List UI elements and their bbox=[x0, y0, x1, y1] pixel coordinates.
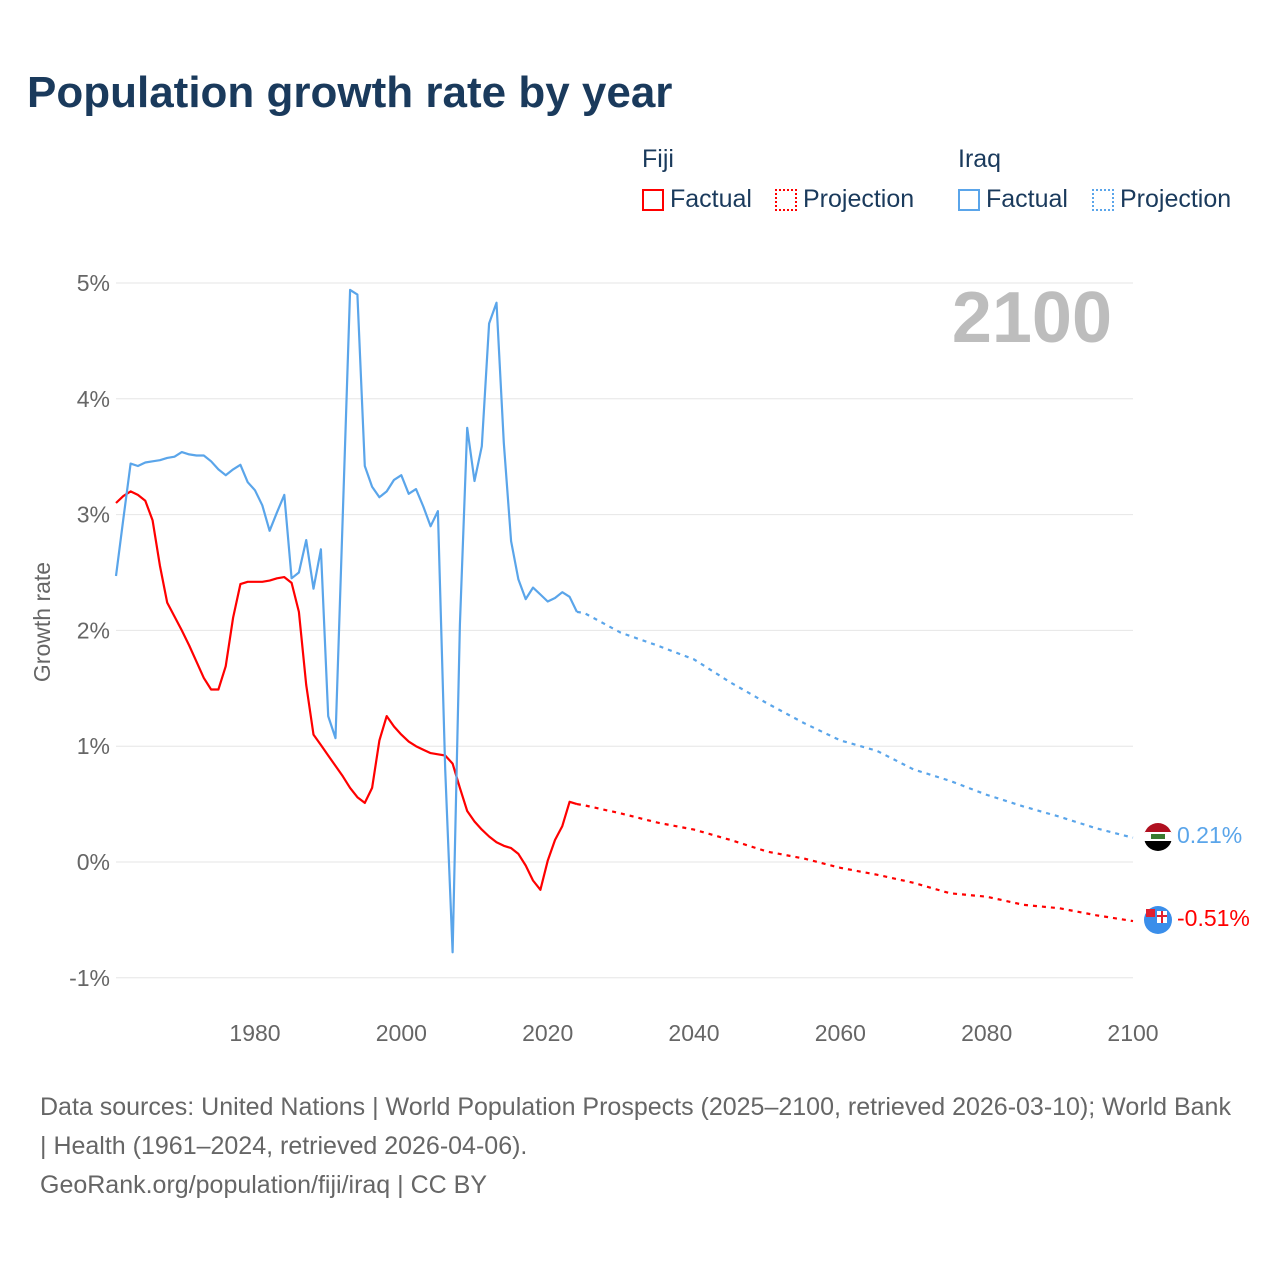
legend-fiji-factual[interactable]: Factual bbox=[642, 185, 752, 214]
y-tick-label: -1% bbox=[69, 965, 110, 991]
year-display: 2100 bbox=[952, 278, 1112, 358]
legend-iraq-factual[interactable]: Factual bbox=[958, 185, 1068, 214]
footer: Data sources: United Nations | World Pop… bbox=[40, 1088, 1240, 1205]
y-axis-label: Growth rate bbox=[29, 562, 55, 682]
x-tick-label: 2040 bbox=[668, 1020, 719, 1046]
iraq-flag-icon bbox=[1144, 823, 1172, 851]
data-sources: Data sources: United Nations | World Pop… bbox=[40, 1093, 1231, 1160]
x-tick-label: 2100 bbox=[1107, 1020, 1158, 1046]
solid-swatch-icon bbox=[958, 188, 980, 211]
y-tick-label: 3% bbox=[77, 502, 110, 528]
legend-iraq-projection[interactable]: Projection bbox=[1092, 185, 1231, 214]
fiji-factual-line bbox=[115, 490, 578, 891]
legend-title-iraq: Iraq bbox=[958, 145, 1002, 173]
legend-label: Projection bbox=[803, 185, 915, 213]
legend-label: Factual bbox=[986, 185, 1068, 213]
y-tick-label: 0% bbox=[77, 849, 110, 875]
legend-title-fiji: Fiji bbox=[642, 145, 674, 173]
fiji-end-label: -0.51% bbox=[1177, 905, 1250, 931]
y-tick-label: 5% bbox=[77, 270, 110, 296]
x-tick-label: 2080 bbox=[961, 1020, 1012, 1046]
iraq-factual-line bbox=[114, 288, 578, 954]
y-tick-label: 2% bbox=[77, 617, 110, 643]
iraq-projection-line bbox=[576, 610, 1134, 839]
x-tick-label: 2060 bbox=[815, 1020, 866, 1046]
dotted-swatch-icon bbox=[1092, 188, 1114, 211]
x-tick-label: 2020 bbox=[522, 1020, 573, 1046]
page-title: Population growth rate by year bbox=[27, 68, 673, 117]
fiji-flag-icon bbox=[1144, 906, 1172, 934]
y-tick-label: 1% bbox=[77, 733, 110, 759]
x-tick-label: 2000 bbox=[376, 1020, 427, 1046]
legend-label: Factual bbox=[670, 185, 752, 213]
y-tick-label: 4% bbox=[77, 386, 110, 412]
fiji-projection-line bbox=[576, 803, 1134, 923]
dotted-swatch-icon bbox=[775, 188, 797, 211]
x-tick-label: 1980 bbox=[229, 1020, 280, 1046]
legend-fiji-projection[interactable]: Projection bbox=[775, 185, 914, 214]
attribution-link[interactable]: GeoRank.org/population/fiji/iraq | CC BY bbox=[40, 1171, 487, 1199]
iraq-end-label: 0.21% bbox=[1177, 822, 1242, 848]
legend-label: Projection bbox=[1120, 185, 1232, 213]
solid-swatch-icon bbox=[642, 188, 664, 211]
